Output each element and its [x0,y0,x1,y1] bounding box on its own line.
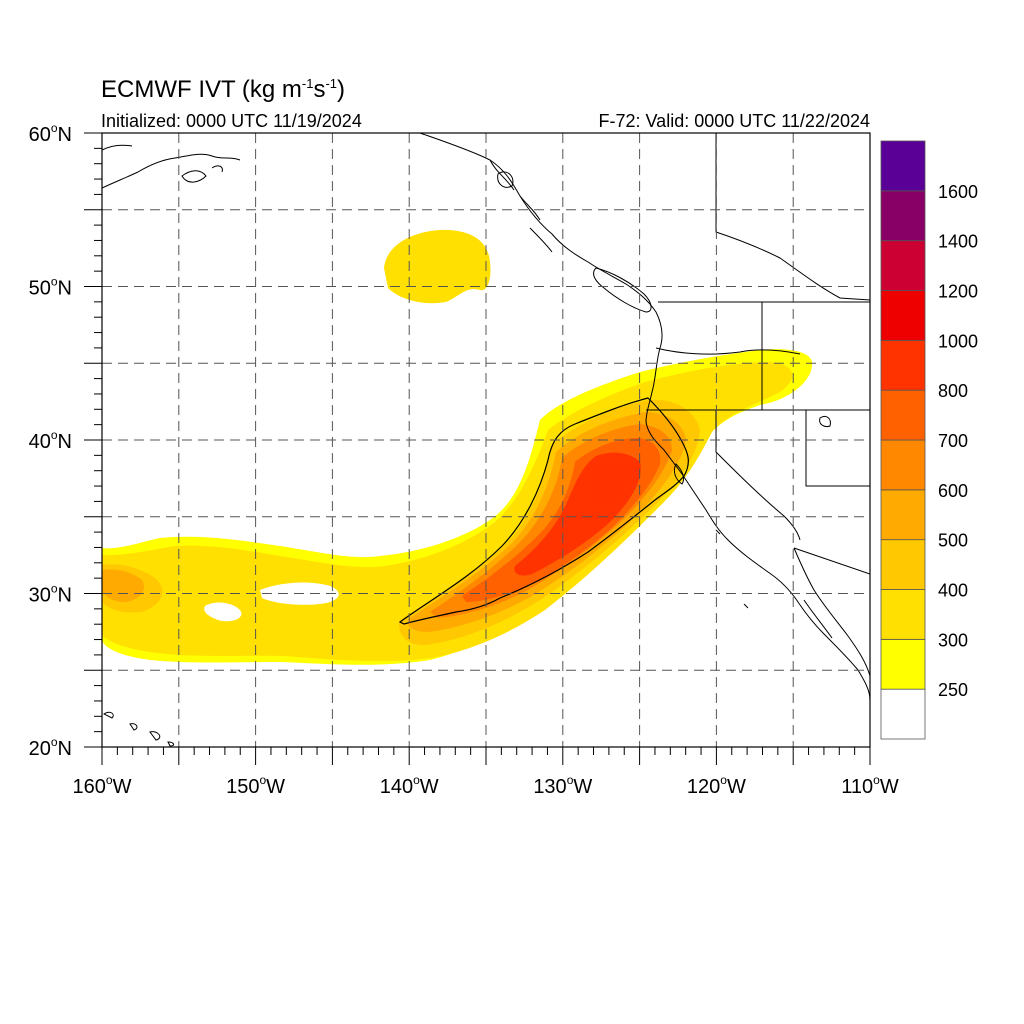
tick-label: 110oW [841,773,899,798]
colorbar-box [880,589,926,640]
colorbar-box [880,489,926,541]
ivt-region-core [589,462,631,506]
tick-label: 150oW [226,773,285,798]
tick-label: 120oW [687,773,746,798]
colorbar [880,140,926,740]
colorbar-box [880,290,926,341]
coastlines [102,133,870,747]
colorbar-labels: 250 300 400 500 600 700 800 1000 1200 1400 1600 [938,182,978,700]
tick-label: 130oW [533,773,592,798]
colorbar-level-label: 250 [938,680,968,700]
colorbar-box [880,240,926,291]
colorbar-box [880,439,926,491]
colorbar-box [880,389,926,441]
colorbar-level-label: 500 [938,531,968,551]
colorbar-level-label: 1000 [938,331,978,351]
tick-label: 50oN [29,275,72,300]
colorbar-box [880,688,926,740]
colorbar-level-label: 1400 [938,232,978,252]
lat-lon-grid [102,133,870,747]
colorbar-level-label: 600 [938,481,968,501]
ivt-region-gulf-blob [384,229,491,304]
tick-label: 60oN [29,121,72,146]
ivt-gap [204,602,242,622]
axis-ticks [84,132,871,765]
colorbar-level-label: 1600 [938,182,978,202]
tick-label: 160oW [73,773,132,798]
ivt-shading [102,229,813,665]
colorbar-level-label: 1200 [938,282,978,302]
colorbar-level-label: 300 [938,630,968,650]
tick-label: 140oW [380,773,439,798]
initialized-time: Initialized: 0000 UTC 11/19/2024 [101,111,362,131]
map-title: ECMWF IVT (kg m-1s-1) [101,76,346,103]
colorbar-level-label: 700 [938,431,968,451]
tick-label: 20oN [29,735,72,760]
colorbar-box [880,339,926,391]
colorbar-box [880,190,926,242]
colorbar-box [880,140,926,192]
tick-label: 30oN [29,582,72,607]
colorbar-box [880,638,926,690]
ivt-contour-line [398,397,689,625]
axis-tick-labels: 160oW 150oW 140oW 130oW 120oW 110oW 20oN 30oN 40… [29,121,899,798]
tick-label: 40oN [29,428,72,453]
colorbar-level-label: 400 [938,581,968,601]
colorbar-level-label: 800 [938,381,968,401]
colorbar-box [880,539,926,590]
valid-time: F-72: Valid: 0000 UTC 11/22/2024 [598,111,871,131]
